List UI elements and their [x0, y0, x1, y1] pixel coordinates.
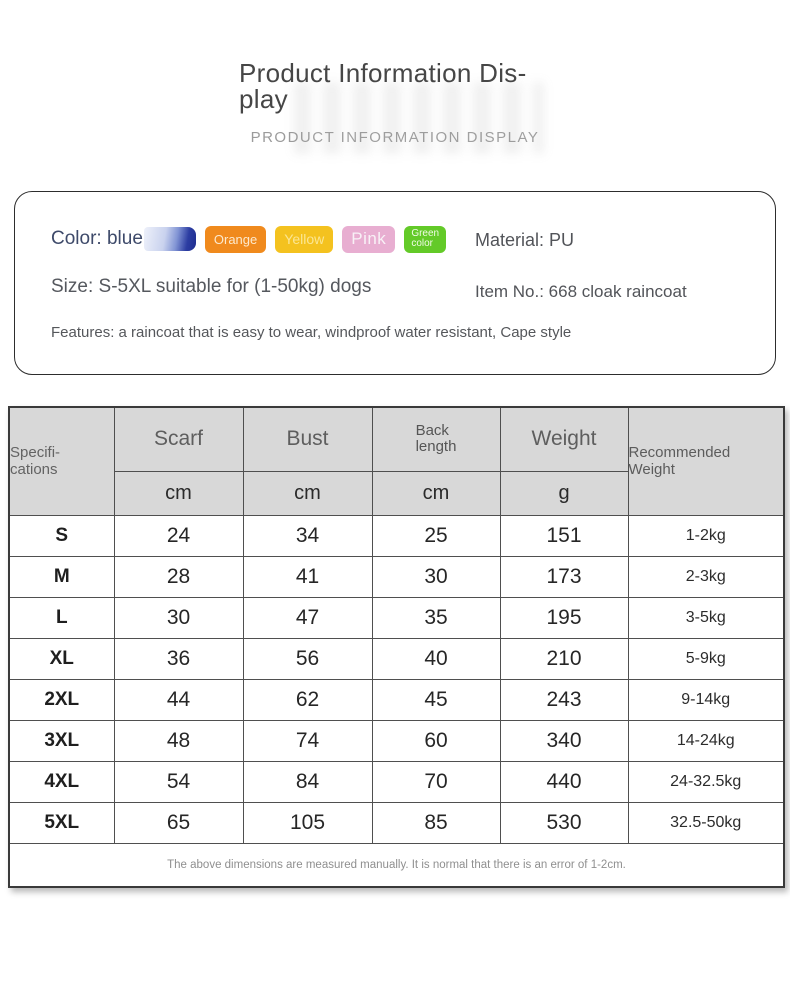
table-footnote: The above dimensions are measured manual…	[8, 842, 785, 888]
cell-size: 4XL	[8, 760, 115, 803]
cell-weight: 151	[499, 514, 629, 557]
material-text: Material: PU	[475, 230, 575, 250]
unit-bust: cm	[242, 470, 373, 516]
cell-bust: 41	[242, 555, 373, 598]
cell-scarf: 54	[113, 760, 244, 803]
color-badge-pink: Pink	[342, 225, 396, 253]
color-badges: Orange Yellow Pink Green color	[196, 225, 447, 253]
cell-weight: 210	[499, 637, 629, 680]
cell-scarf: 44	[113, 678, 244, 721]
title-block: Product Information Dis- play	[239, 58, 551, 154]
page-title: Product Information Dis- play	[239, 58, 527, 114]
cell-weight: 195	[499, 596, 629, 639]
color-badge-green-color: Green color	[404, 225, 447, 253]
unit-scarf: cm	[113, 470, 244, 516]
header-bust: Bust	[242, 406, 373, 472]
header-weight: Weight	[499, 406, 629, 472]
table-row: 5XL 65 105 85 530 32.5-50kg	[8, 801, 785, 844]
cell-scarf: 36	[113, 637, 244, 680]
color-badge-orange: Orange	[204, 225, 267, 253]
table-row: M 28 41 30 173 2-3kg	[8, 555, 785, 598]
cell-size: 2XL	[8, 678, 115, 721]
cell-weight: 340	[499, 719, 629, 762]
cell-bust: 84	[242, 760, 373, 803]
cell-scarf: 30	[113, 596, 244, 639]
cell-weight: 440	[499, 760, 629, 803]
cell-weight: 173	[499, 555, 629, 598]
unit-back-length: cm	[371, 470, 501, 516]
header-back-length: Back length	[371, 406, 501, 472]
table-row: XL 36 56 40 210 5-9kg	[8, 637, 785, 680]
size-text: Size: S-5XL suitable for (1-50kg) dogs	[51, 276, 372, 297]
cell-back-length: 45	[371, 678, 501, 721]
cell-scarf: 48	[113, 719, 244, 762]
cell-recommended: 5-9kg	[627, 637, 785, 680]
cell-bust: 105	[242, 801, 373, 844]
cell-scarf: 28	[113, 555, 244, 598]
size-table-body: S 24 34 25 151 1-2kg M 28 41 30 173 2-3kg L 30 47 35 195…	[8, 514, 785, 844]
cell-size: 3XL	[8, 719, 115, 762]
header-scarf: Scarf	[113, 406, 244, 472]
table-row: 2XL 44 62 45 243 9-14kg	[8, 678, 785, 721]
cell-size: M	[8, 555, 115, 598]
cell-bust: 56	[242, 637, 373, 680]
cell-bust: 74	[242, 719, 373, 762]
header-specifications: Specifi- cations	[8, 406, 115, 516]
cell-size: L	[8, 596, 115, 639]
cell-back-length: 40	[371, 637, 501, 680]
cell-weight: 530	[499, 801, 629, 844]
cell-size: 5XL	[8, 801, 115, 844]
cell-back-length: 60	[371, 719, 501, 762]
cell-back-length: 35	[371, 596, 501, 639]
blue-color-swatch	[143, 227, 196, 251]
cell-size: S	[8, 514, 115, 557]
cell-back-length: 25	[371, 514, 501, 557]
cell-recommended: 14-24kg	[627, 719, 785, 762]
table-row: L 30 47 35 195 3-5kg	[8, 596, 785, 639]
table-row: 4XL 54 84 70 440 24-32.5kg	[8, 760, 785, 803]
cell-recommended: 1-2kg	[627, 514, 785, 557]
color-row: Color: blue Orange Yellow Pink Green color	[51, 222, 447, 256]
cell-recommended: 9-14kg	[627, 678, 785, 721]
cell-weight: 243	[499, 678, 629, 721]
cell-scarf: 24	[113, 514, 244, 557]
cell-size: XL	[8, 637, 115, 680]
unit-weight: g	[499, 470, 629, 516]
color-badge-yellow: Yellow	[275, 225, 334, 253]
table-row: S 24 34 25 151 1-2kg	[8, 514, 785, 557]
cell-recommended: 32.5-50kg	[627, 801, 785, 844]
product-info-box: Color: blue Orange Yellow Pink Green color …	[14, 191, 776, 375]
header-recommended-weight: Recommended Weight	[627, 406, 785, 516]
table-row: 3XL 48 74 60 340 14-24kg	[8, 719, 785, 762]
cell-recommended: 2-3kg	[627, 555, 785, 598]
cell-bust: 47	[242, 596, 373, 639]
size-specification-table: Specifi- cations Scarf Bust Back length …	[8, 406, 785, 888]
cell-bust: 62	[242, 678, 373, 721]
color-label: Color: blue	[51, 228, 143, 249]
cell-scarf: 65	[113, 801, 244, 844]
cell-back-length: 70	[371, 760, 501, 803]
cell-recommended: 3-5kg	[627, 596, 785, 639]
cell-recommended: 24-32.5kg	[627, 760, 785, 803]
cell-back-length: 85	[371, 801, 501, 844]
cell-back-length: 30	[371, 555, 501, 598]
blurred-watermark	[294, 82, 544, 154]
cell-bust: 34	[242, 514, 373, 557]
features-text: Features: a raincoat that is easy to wea…	[51, 324, 572, 341]
page-subtitle: PRODUCT INFORMATION DISPLAY	[250, 129, 540, 146]
item-number-text: Item No.: 668 cloak raincoat	[475, 282, 687, 301]
